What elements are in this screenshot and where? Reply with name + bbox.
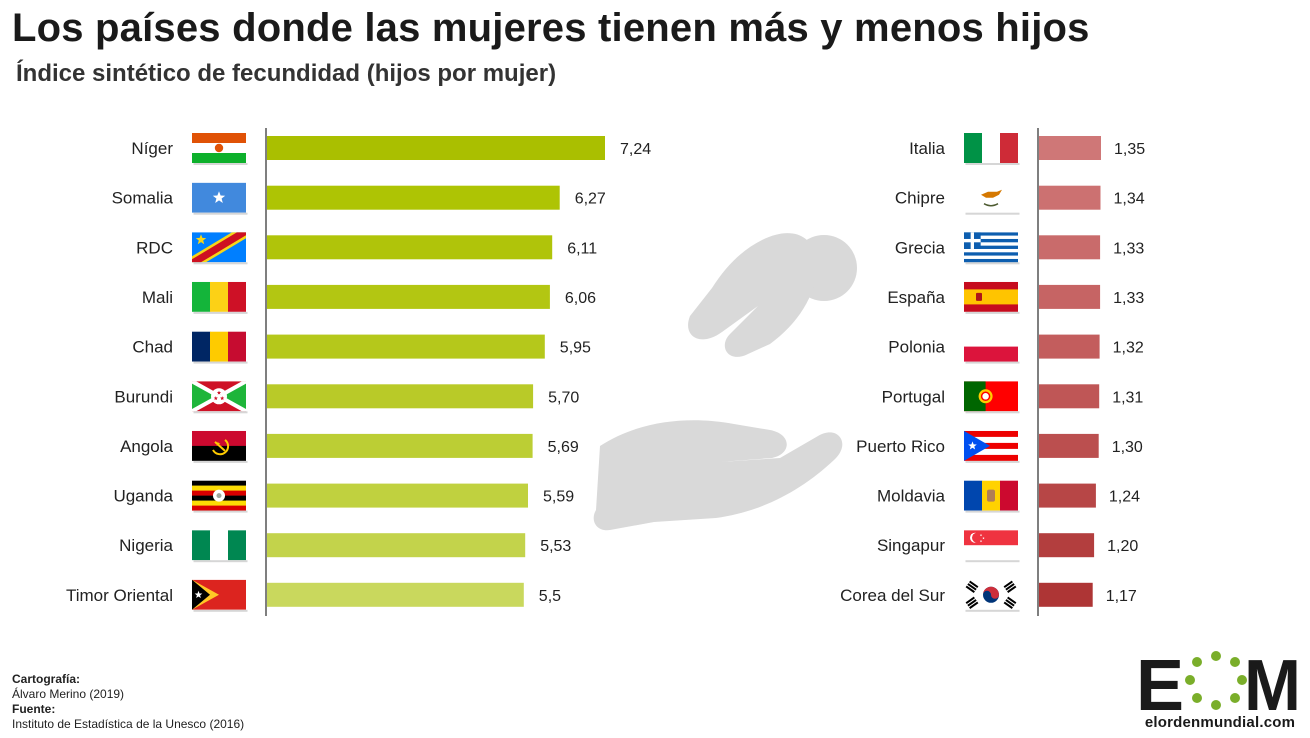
- poland-flag: [964, 331, 1018, 362]
- bar-lowest-9: [1039, 582, 1093, 607]
- bar-highest-7: [267, 483, 528, 508]
- value-label: 5,70: [548, 389, 579, 406]
- bar-highest-9: [267, 582, 524, 607]
- bar-lowest-2: [1039, 235, 1101, 260]
- category-label: Grecia: [895, 238, 946, 257]
- value-label: 1,33: [1113, 240, 1144, 257]
- singapore-flag: [964, 530, 1018, 561]
- category-label: Singapur: [877, 536, 945, 555]
- bar-highest-6: [267, 433, 533, 458]
- category-label: Puerto Rico: [856, 437, 945, 456]
- category-label: Timor Oriental: [66, 586, 173, 605]
- burundi-flag: [192, 381, 246, 412]
- south-korea-flag: [964, 579, 1018, 610]
- category-label: Somalia: [112, 189, 174, 208]
- value-label: 1,30: [1112, 439, 1143, 456]
- category-label: Chad: [132, 338, 173, 357]
- category-label: Angola: [120, 437, 173, 456]
- category-label: Portugal: [882, 387, 945, 406]
- value-label: 5,69: [548, 439, 579, 456]
- value-label: 6,11: [567, 240, 597, 257]
- value-label: 1,34: [1114, 191, 1145, 208]
- bar-lowest-1: [1039, 185, 1101, 210]
- drc-flag: [192, 232, 246, 263]
- chart-subtitle: Índice sintético de fecundidad (hijos po…: [16, 60, 557, 87]
- bar-highest-0: [267, 136, 605, 160]
- category-label: Uganda: [113, 487, 173, 506]
- cyprus-flag: [964, 182, 1018, 213]
- puerto-rico-flag: [964, 430, 1018, 461]
- value-label: 5,5: [539, 588, 561, 605]
- cartography-value: Álvaro Merino (2019): [12, 687, 125, 701]
- portugal-flag: [964, 381, 1018, 412]
- source-label: Fuente:: [12, 702, 56, 716]
- bar-highest-3: [267, 284, 550, 309]
- bar-lowest-7: [1039, 483, 1096, 508]
- category-label: Níger: [131, 139, 173, 158]
- value-label: 7,24: [620, 141, 651, 158]
- value-label: 5,95: [560, 340, 591, 357]
- bar-highest-1: [267, 185, 560, 210]
- chart-title: Los países donde las mujeres tienen más …: [12, 6, 1090, 50]
- category-label: RDC: [136, 238, 173, 257]
- spain-flag: [964, 281, 1018, 312]
- bar-highest-8: [267, 533, 526, 558]
- category-label: España: [887, 288, 945, 307]
- category-label: Polonia: [888, 338, 945, 357]
- value-label: 1,20: [1107, 538, 1138, 555]
- bar-lowest-8: [1039, 533, 1095, 558]
- category-label: Chipre: [895, 189, 945, 208]
- bar-chart-highest: Níger 7,24 Somalia 6,27 RDC 6,11 Mali 6,06 Chad 5…: [66, 128, 651, 616]
- greece-flag: [964, 232, 1018, 263]
- category-label: Mali: [142, 288, 173, 307]
- bar-lowest-6: [1039, 433, 1099, 458]
- category-label: Italia: [909, 139, 945, 158]
- italy-flag: [964, 133, 1018, 163]
- value-label: 5,59: [543, 489, 574, 506]
- timor-leste-flag: [192, 579, 246, 610]
- bar-chart-lowest: Italia 1,35 Chipre 1,34 Grecia 1,33 España 1,33…: [840, 128, 1145, 616]
- cartography-label: Cartografía:: [12, 672, 81, 686]
- globe-dots-icon: [1185, 651, 1247, 710]
- value-label: 6,27: [575, 191, 606, 208]
- eom-logo: E M: [1136, 648, 1301, 726]
- bar-lowest-5: [1039, 384, 1100, 409]
- uganda-flag: [192, 480, 246, 511]
- category-label: Burundi: [114, 387, 173, 406]
- bar-highest-4: [267, 334, 545, 359]
- bar-lowest-3: [1039, 284, 1101, 309]
- moldova-flag: [964, 480, 1018, 511]
- value-label: 1,31: [1112, 389, 1143, 406]
- value-label: 1,32: [1113, 340, 1144, 357]
- category-label: Moldavia: [877, 487, 946, 506]
- category-label: Corea del Sur: [840, 586, 945, 605]
- value-label: 5,53: [540, 538, 571, 555]
- somalia-flag: [192, 182, 246, 213]
- bar-lowest-0: [1039, 136, 1101, 160]
- value-label: 1,35: [1114, 141, 1145, 158]
- baby-in-hand-icon: [593, 233, 857, 531]
- value-label: 6,06: [565, 290, 596, 307]
- logo-site: elordenmundial.com: [1144, 714, 1296, 731]
- niger-flag: [192, 133, 246, 163]
- credits: Cartografía: Álvaro Merino (2019) Fuente…: [12, 672, 244, 732]
- mali-flag: [192, 281, 246, 312]
- value-label: 1,17: [1106, 588, 1137, 605]
- source-value: Instituto de Estadística de la Unesco (2…: [12, 717, 245, 731]
- chad-flag: [192, 331, 246, 362]
- value-label: 1,33: [1113, 290, 1144, 307]
- nigeria-flag: [192, 530, 246, 561]
- angola-flag: [192, 430, 246, 461]
- logo-letter-m: M: [1244, 648, 1301, 726]
- bar-highest-5: [267, 384, 534, 409]
- bar-lowest-4: [1039, 334, 1100, 359]
- bar-highest-2: [267, 235, 553, 260]
- category-label: Nigeria: [119, 536, 173, 555]
- logo-letter-e: E: [1136, 648, 1184, 726]
- value-label: 1,24: [1109, 489, 1140, 506]
